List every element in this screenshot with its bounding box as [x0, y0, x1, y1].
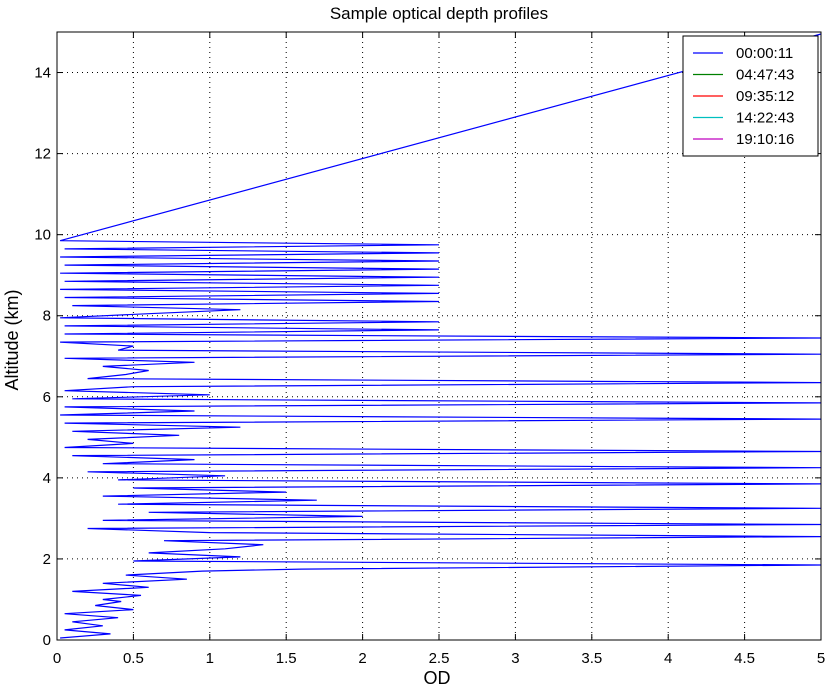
x-tick-label: 1: [206, 650, 214, 667]
legend-label-4: 14:22:43: [736, 110, 794, 127]
x-tick-label: 2: [358, 650, 366, 667]
x-axis-label: OD: [424, 668, 451, 687]
x-tick-label: 5: [817, 650, 825, 667]
y-tick-label: 4: [43, 470, 51, 487]
x-tick-label: 0.5: [123, 650, 144, 667]
y-tick-label: 14: [34, 65, 51, 82]
x-tick-label: 3.5: [581, 650, 602, 667]
x-tick-label: 0: [53, 650, 61, 667]
y-axis-label: Altitude (km): [2, 289, 22, 390]
y-tick-label: 8: [43, 308, 51, 325]
legend: 00:00:11 04:47:43 09:35:12 14:22:43 19:10:16: [682, 35, 819, 157]
y-tick-label: 0: [43, 632, 51, 649]
x-tick-label: 1.5: [276, 650, 297, 667]
chart-title: Sample optical depth profiles: [330, 4, 548, 23]
legend-label-1: 00:00:11: [736, 45, 793, 62]
y-tick-label: 2: [43, 551, 51, 568]
legend-label-5: 19:10:16: [736, 131, 794, 148]
legend-label-2: 04:47:43: [736, 67, 794, 84]
x-tick-label: 2.5: [429, 650, 450, 667]
y-tick-label: 12: [34, 146, 51, 163]
y-tick-label: 10: [34, 227, 51, 244]
y-tick-label: 6: [43, 389, 51, 406]
series-line-1: [59, 33, 822, 639]
legend-label-3: 09:35:12: [736, 88, 794, 105]
x-tick-label: 4: [664, 650, 672, 667]
x-tick-label: 4.5: [734, 650, 755, 667]
x-tick-label: 3: [511, 650, 519, 667]
